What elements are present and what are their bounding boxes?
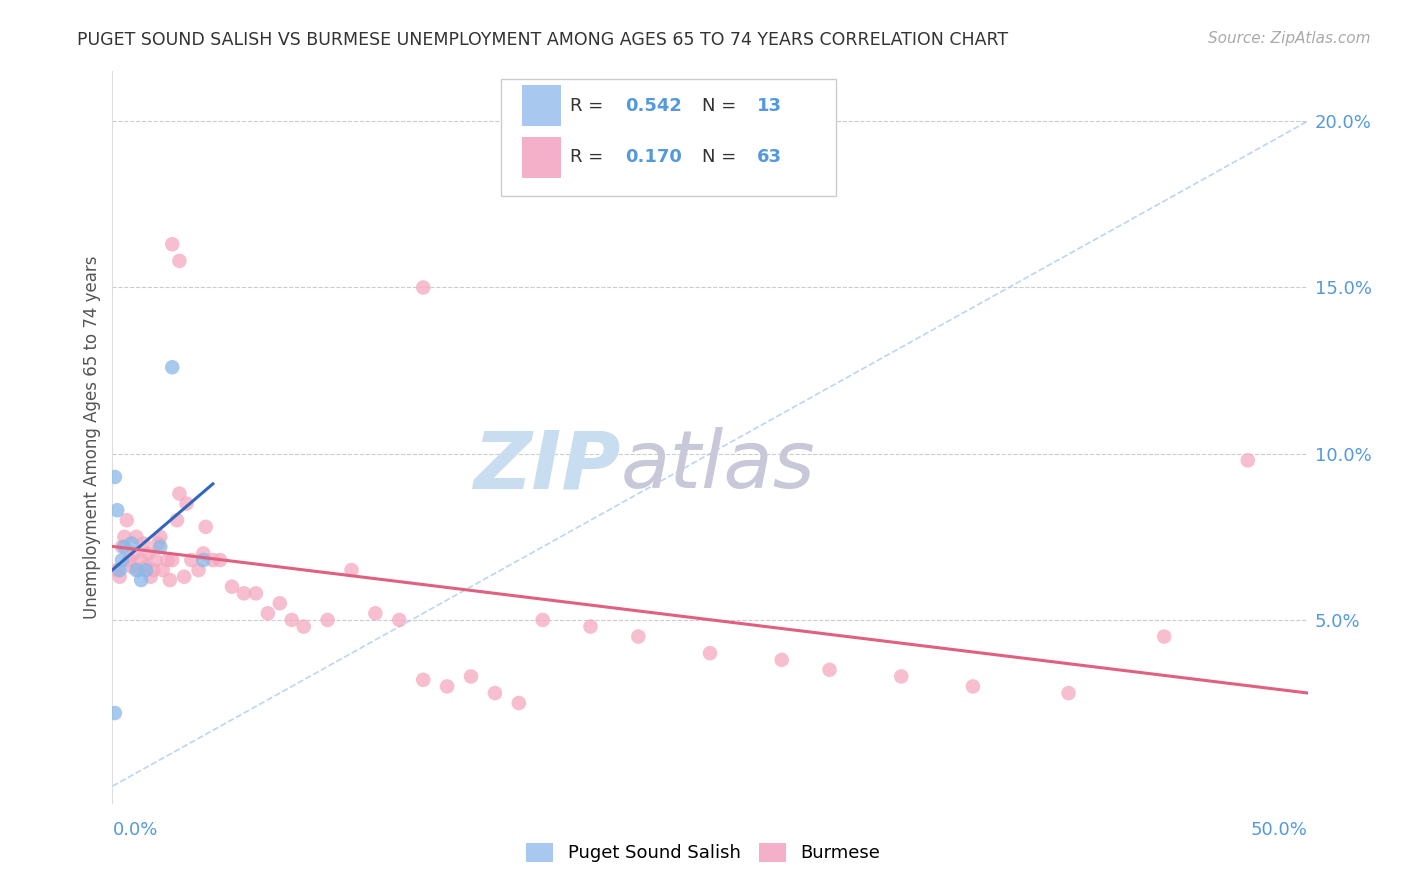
Point [114,530,135,544]
Text: N =: N = [702,148,741,166]
Text: atlas: atlas [620,427,815,506]
Point [180,553,202,567]
Text: Source: ZipAtlas.com: Source: ZipAtlas.com [1208,31,1371,46]
Point [699,646,721,660]
Point [149,530,172,544]
Point [159,573,181,587]
FancyBboxPatch shape [501,78,835,195]
Point [156,553,179,567]
Point [132,536,155,550]
Point [111,540,134,554]
Point [531,613,554,627]
Point [146,536,169,550]
Point [460,669,482,683]
Point [105,563,128,577]
Point [129,553,152,567]
Point [201,553,224,567]
Point [104,470,127,484]
Point [194,520,217,534]
Text: N =: N = [702,97,741,115]
Point [115,513,138,527]
Point [125,563,148,577]
Text: PUGET SOUND SALISH VS BURMESE UNEMPLOYMENT AMONG AGES 65 TO 74 YEARS CORRELATION: PUGET SOUND SALISH VS BURMESE UNEMPLOYME… [77,31,1008,49]
Point [152,563,174,577]
Point [209,553,232,567]
Point [108,563,131,577]
Text: R =: R = [571,148,609,166]
Text: 50.0%: 50.0% [1251,821,1308,839]
Point [193,553,215,567]
Point [1153,630,1175,644]
Point [162,553,183,567]
Point [173,570,195,584]
Point [149,540,172,554]
Point [364,607,387,621]
Text: R =: R = [571,97,609,115]
Point [388,613,411,627]
Text: 0.0%: 0.0% [112,821,157,839]
FancyBboxPatch shape [523,136,561,178]
Point [118,553,141,567]
Point [121,559,143,574]
Point [122,546,145,560]
Point [162,237,183,252]
Point [962,680,984,694]
Point [221,580,243,594]
Point [104,706,127,720]
Point [142,563,165,577]
Point [245,586,267,600]
Point [412,673,434,687]
Point [412,280,434,294]
Point [193,546,215,560]
Point [1057,686,1080,700]
Point [128,563,150,577]
Point [627,630,650,644]
Point [105,503,128,517]
Point [436,680,458,694]
Point [145,553,167,567]
Text: 0.542: 0.542 [626,97,682,115]
Point [233,586,256,600]
Text: ZIP: ZIP [472,427,620,506]
FancyBboxPatch shape [523,86,561,127]
Point [316,613,339,627]
Point [269,596,291,610]
Point [125,530,148,544]
Point [508,696,530,710]
Point [129,573,152,587]
Point [162,360,183,375]
Point [818,663,841,677]
Point [138,546,160,560]
Text: 63: 63 [756,148,782,166]
Point [292,619,315,633]
Point [187,563,209,577]
Point [579,619,602,633]
Point [257,607,280,621]
Point [108,570,131,584]
Point [340,563,363,577]
Point [111,553,134,567]
Point [770,653,793,667]
Text: 0.170: 0.170 [626,148,682,166]
Point [484,686,506,700]
Text: 13: 13 [756,97,782,115]
Point [121,536,143,550]
Point [169,253,191,268]
Point [135,559,157,574]
Point [281,613,304,627]
Y-axis label: Unemployment Among Ages 65 to 74 years: Unemployment Among Ages 65 to 74 years [83,255,101,619]
Point [139,570,162,584]
Point [169,486,191,500]
Legend: Puget Sound Salish, Burmese: Puget Sound Salish, Burmese [519,836,887,870]
Point [166,513,188,527]
Point [1237,453,1260,467]
Point [890,669,912,683]
Point [114,540,135,554]
Point [176,497,198,511]
Point [135,563,157,577]
